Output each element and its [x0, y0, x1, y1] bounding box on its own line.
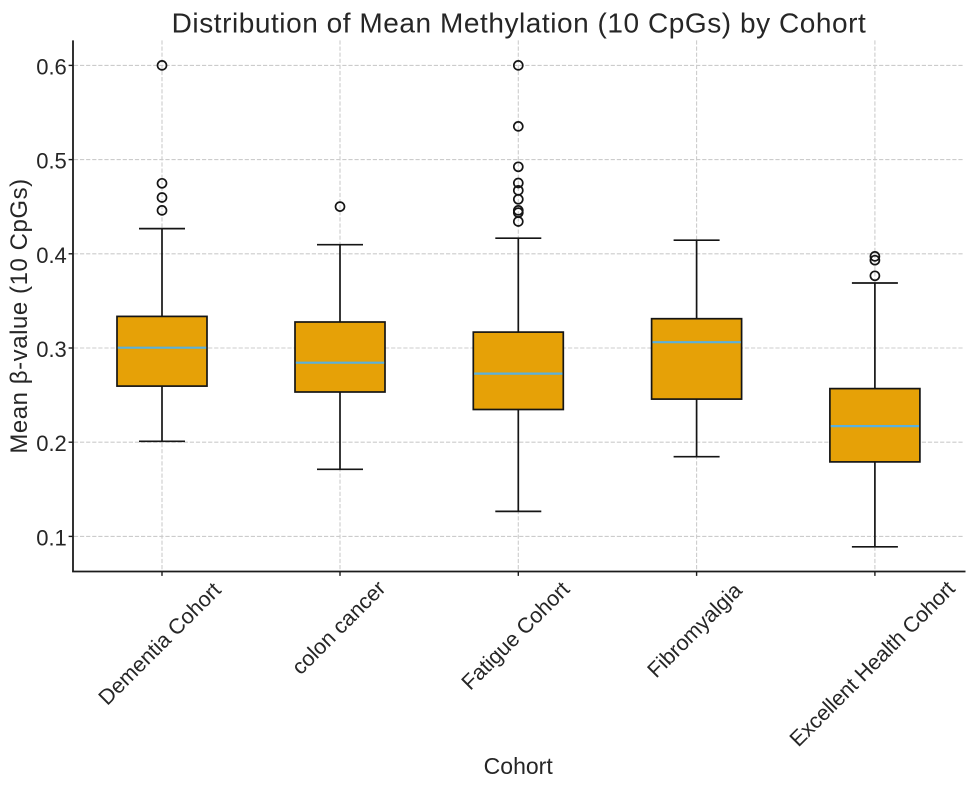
svg-text:0.6: 0.6 [36, 54, 67, 79]
svg-text:0.4: 0.4 [36, 243, 67, 268]
svg-text:Cohort: Cohort [484, 753, 554, 779]
svg-text:0.2: 0.2 [36, 431, 67, 456]
svg-text:Distribution of Mean Methylati: Distribution of Mean Methylation (10 CpG… [172, 8, 867, 39]
svg-text:Mean β-value (10 CpGs): Mean β-value (10 CpGs) [6, 178, 33, 453]
svg-text:0.3: 0.3 [36, 337, 67, 362]
svg-text:0.1: 0.1 [36, 525, 67, 550]
svg-text:0.5: 0.5 [36, 149, 67, 174]
